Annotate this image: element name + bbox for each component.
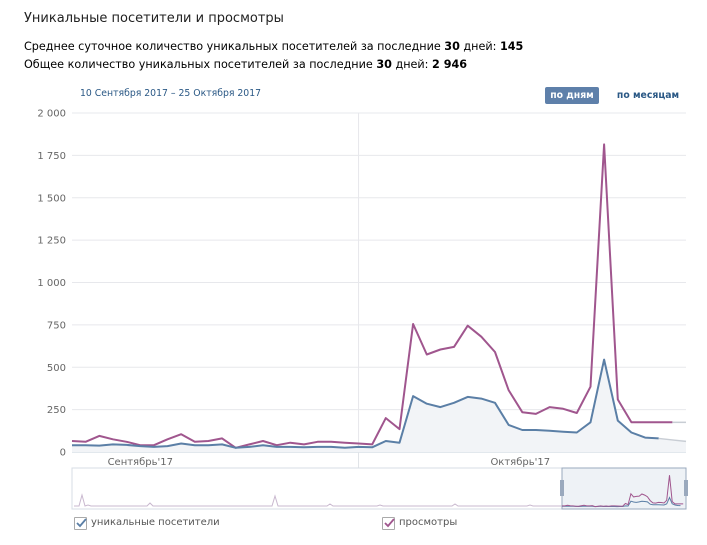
visitors-line (72, 358, 659, 449)
stat2-prefix: Общее количество уникальных посетителей … (24, 58, 377, 71)
visitors-area (72, 359, 686, 452)
y-tick-label: 750 (47, 320, 66, 331)
check-icon (384, 518, 395, 528)
overview-handle-right[interactable] (684, 480, 688, 496)
stat1-value: 145 (499, 40, 524, 53)
series-tail (658, 437, 687, 443)
y-tick-label: 1 250 (37, 236, 66, 247)
stat2-days: 30 (376, 58, 392, 71)
by-months-button[interactable]: по месяцам (616, 90, 680, 101)
overview-history-line (74, 493, 684, 507)
total-visitors-stat: Общее количество уникальных посетителей … (24, 58, 467, 71)
average-daily-visitors-stat: Среднее суточное количество уникальных п… (24, 40, 523, 53)
date-range-label: 10 Сентября 2017 – 25 Октября 2017 (80, 88, 262, 99)
y-tick-label: 250 (47, 405, 66, 416)
stat1-days: 30 (444, 40, 460, 53)
legend-views-label: просмотры (399, 517, 458, 528)
y-tick-label: 2 000 (37, 109, 66, 120)
overview-navigator[interactable] (71, 467, 688, 510)
views-line (71, 143, 673, 449)
stat1-prefix: Среднее суточное количество уникальных п… (24, 40, 445, 53)
stat2-mid: дней: (391, 58, 433, 71)
overview-views-line (562, 475, 684, 508)
views-checkbox[interactable] (382, 517, 395, 530)
by-days-button[interactable]: по дням (545, 87, 599, 104)
y-tick-label: 500 (47, 363, 66, 374)
legend-visitors-label: уникальные посетители (91, 517, 220, 528)
check-icon (76, 518, 87, 528)
y-tick-label: 0 (60, 448, 66, 459)
overview-handle-left[interactable] (560, 480, 564, 496)
visitors-checkbox[interactable] (74, 517, 87, 530)
stat1-mid: дней: (459, 40, 500, 53)
page-title: Уникальные посетители и просмотры (24, 11, 284, 26)
stat2-value: 2 946 (432, 58, 468, 71)
y-tick-label: 1 500 (37, 193, 66, 204)
x-month-label: Сентябрь'17 (108, 457, 173, 468)
x-label-band (72, 453, 686, 468)
x-month-label: Октябрь'17 (490, 457, 550, 468)
main-plot: 0 250 500 750 1 000 1 250 1 500 1 750 2 000 Сентя… (37, 109, 687, 468)
y-tick-label: 1 750 (37, 151, 66, 162)
y-tick-label: 1 000 (37, 278, 66, 289)
